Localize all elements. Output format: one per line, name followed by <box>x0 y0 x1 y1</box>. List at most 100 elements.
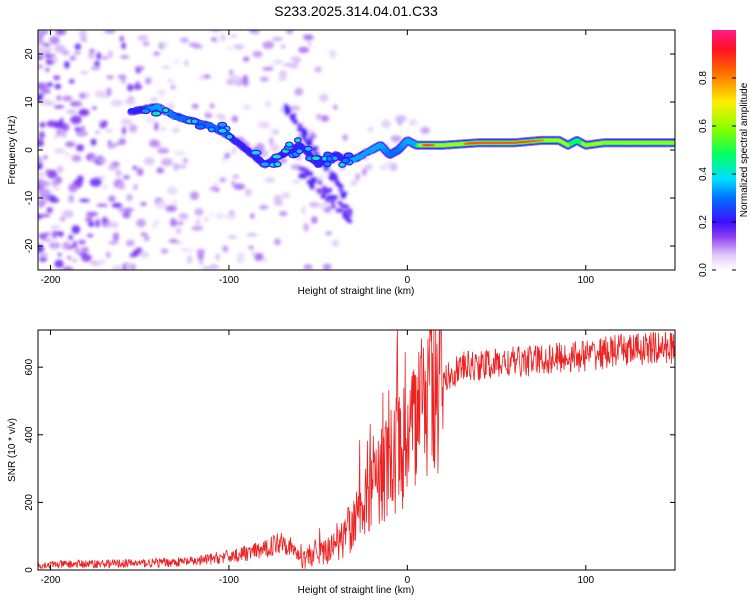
spectrogram-noise-blob <box>132 165 138 170</box>
y-tick-label: 20 <box>24 48 35 60</box>
spectrogram-noise-blob <box>55 231 65 235</box>
spectrogram-noise-blob <box>48 241 61 249</box>
spectrogram-noise-blob <box>258 205 269 210</box>
colorbar-tick-label: 0.4 <box>698 167 709 181</box>
spectrogram-noise-blob <box>173 163 179 171</box>
spectrogram-noise-blob <box>271 128 280 136</box>
spectrogram-noise-blob <box>119 35 125 42</box>
spectrogram-ridge-blob <box>271 153 283 160</box>
spectrogram-noise-blob <box>80 71 89 75</box>
x-tick-label: 0 <box>405 575 411 586</box>
spectrogram-noise-blob <box>71 225 81 234</box>
spectrogram-branch-blob <box>342 209 348 214</box>
spectrogram-noise-blob <box>57 253 62 257</box>
spectrogram-noise-blob <box>62 209 74 219</box>
spectrogram-noise-blob <box>38 213 44 220</box>
y-tick-label: -20 <box>24 238 35 253</box>
spectrogram-x-label: Height of straight line (km) <box>298 286 415 297</box>
spectrogram-noise-blob <box>175 227 182 235</box>
spectrogram-noise-blob <box>281 192 291 199</box>
spectrogram-noise-blob <box>125 239 135 247</box>
spectrogram-noise-blob <box>222 245 229 253</box>
spectrogram-noise-blob <box>89 156 100 162</box>
spectrogram-noise-blob <box>46 207 53 214</box>
spectrogram-ridge-blob <box>217 121 228 128</box>
spectrogram-noise-blob <box>144 77 152 85</box>
spectrogram-noise-blob <box>288 62 299 69</box>
spectrogram-noise-blob <box>390 163 398 172</box>
spectrogram-ridge-blob <box>250 149 262 156</box>
spectrogram-noise-blob <box>66 109 77 115</box>
spectrogram-noise-blob <box>192 43 203 49</box>
spectrogram-noise-blob <box>71 258 78 263</box>
spectrogram-noise-blob <box>153 219 160 225</box>
snr-panel: -200 -100 0 100 0 200 400 600 Height of straig… <box>7 329 676 596</box>
spectrogram-noise-blob <box>38 180 50 188</box>
spectrogram-noise-blob <box>120 118 132 126</box>
snr-series-line <box>38 330 675 570</box>
spectrogram-noise-blob <box>68 78 75 84</box>
spectrogram-noise-blob <box>113 142 121 147</box>
spectrogram-noise-blob <box>322 263 332 270</box>
spectrogram-noise-blob <box>220 33 226 42</box>
spectrogram-noise-blob <box>298 46 310 53</box>
spectrogram-noise-blob <box>54 83 62 90</box>
spectrogram-noise-blob <box>307 40 312 47</box>
spectrogram-noise-blob <box>38 49 47 57</box>
y-tick-label: 200 <box>24 494 35 511</box>
spectrogram-noise-blob <box>259 76 269 82</box>
spectrogram-noise-blob <box>331 239 340 247</box>
spectrogram-ridge-blob <box>190 118 200 125</box>
spectrogram-noise-blob <box>318 93 329 103</box>
spectrogram-ridge-blob <box>295 148 304 155</box>
spectrogram-noise-blob <box>280 44 286 49</box>
spectrogram-noise-blob <box>175 221 184 225</box>
spectrogram-noise-blob <box>236 43 243 51</box>
spectrogram-branch-blob <box>334 180 340 185</box>
spectrogram-noise-blob <box>108 240 118 245</box>
spectrogram-branch-blob <box>306 180 312 185</box>
spectrogram-noise-blob <box>273 199 284 206</box>
spectrogram-noise-blob <box>132 249 140 255</box>
spectrogram-noise-blob <box>203 74 211 79</box>
spectrogram-ridge-blob <box>273 161 282 168</box>
spectrogram-noise-blob <box>86 233 94 238</box>
x-tick-label: -100 <box>219 275 239 286</box>
snr-x-label: Height of straight line (km) <box>298 585 415 596</box>
spectrogram-noise-blob <box>183 59 189 67</box>
spectrogram-noise-blob <box>46 120 57 128</box>
spectrogram-noise-blob <box>274 238 281 246</box>
spectrogram-noise-blob <box>168 238 179 244</box>
spectrogram-noise-blob <box>107 144 116 149</box>
spectrogram-branch-blob <box>284 111 290 116</box>
spectrogram-noise-blob <box>72 240 78 246</box>
spectrogram-noise-blob <box>278 75 287 82</box>
spectrogram-branch-blob <box>327 187 333 192</box>
spectrogram-noise-blob <box>139 251 150 259</box>
spectrogram-noise-blob <box>53 134 61 139</box>
spectrogram-y-label: Frequency (Hz) <box>7 116 18 185</box>
spectrogram-noise-blob <box>189 191 200 201</box>
spectrogram-noise-blob <box>62 95 73 102</box>
spectrogram-noise-blob <box>115 169 122 177</box>
spectrogram-branch-blob <box>301 132 307 137</box>
spectrogram-noise-blob <box>73 51 81 55</box>
spectrogram-noise-blob <box>231 147 237 154</box>
spectrogram-x-ticks: -200 -100 0 100 <box>40 30 595 286</box>
spectrogram-noise-blob <box>62 241 70 250</box>
spectrogram-branch-blob <box>338 188 344 193</box>
spectrogram-noise-blob <box>86 211 99 217</box>
spectrogram-branch-blob <box>301 127 307 132</box>
spectrogram-noise-blob <box>38 30 44 36</box>
spectrogram-noise-blob <box>46 82 53 87</box>
spectrogram-branch-blob <box>342 213 348 218</box>
spectrogram-noise-blob <box>110 99 123 107</box>
spectrogram-noise-blob <box>68 234 74 241</box>
spectrogram-noise-blob <box>264 101 272 107</box>
spectrogram-noise-blob <box>60 130 67 138</box>
spectrogram-noise-blob <box>111 265 123 270</box>
spectrogram-ridge-blob <box>161 107 170 114</box>
spectrogram-noise-blob <box>268 63 274 69</box>
spectrogram-noise-blob <box>56 129 62 136</box>
